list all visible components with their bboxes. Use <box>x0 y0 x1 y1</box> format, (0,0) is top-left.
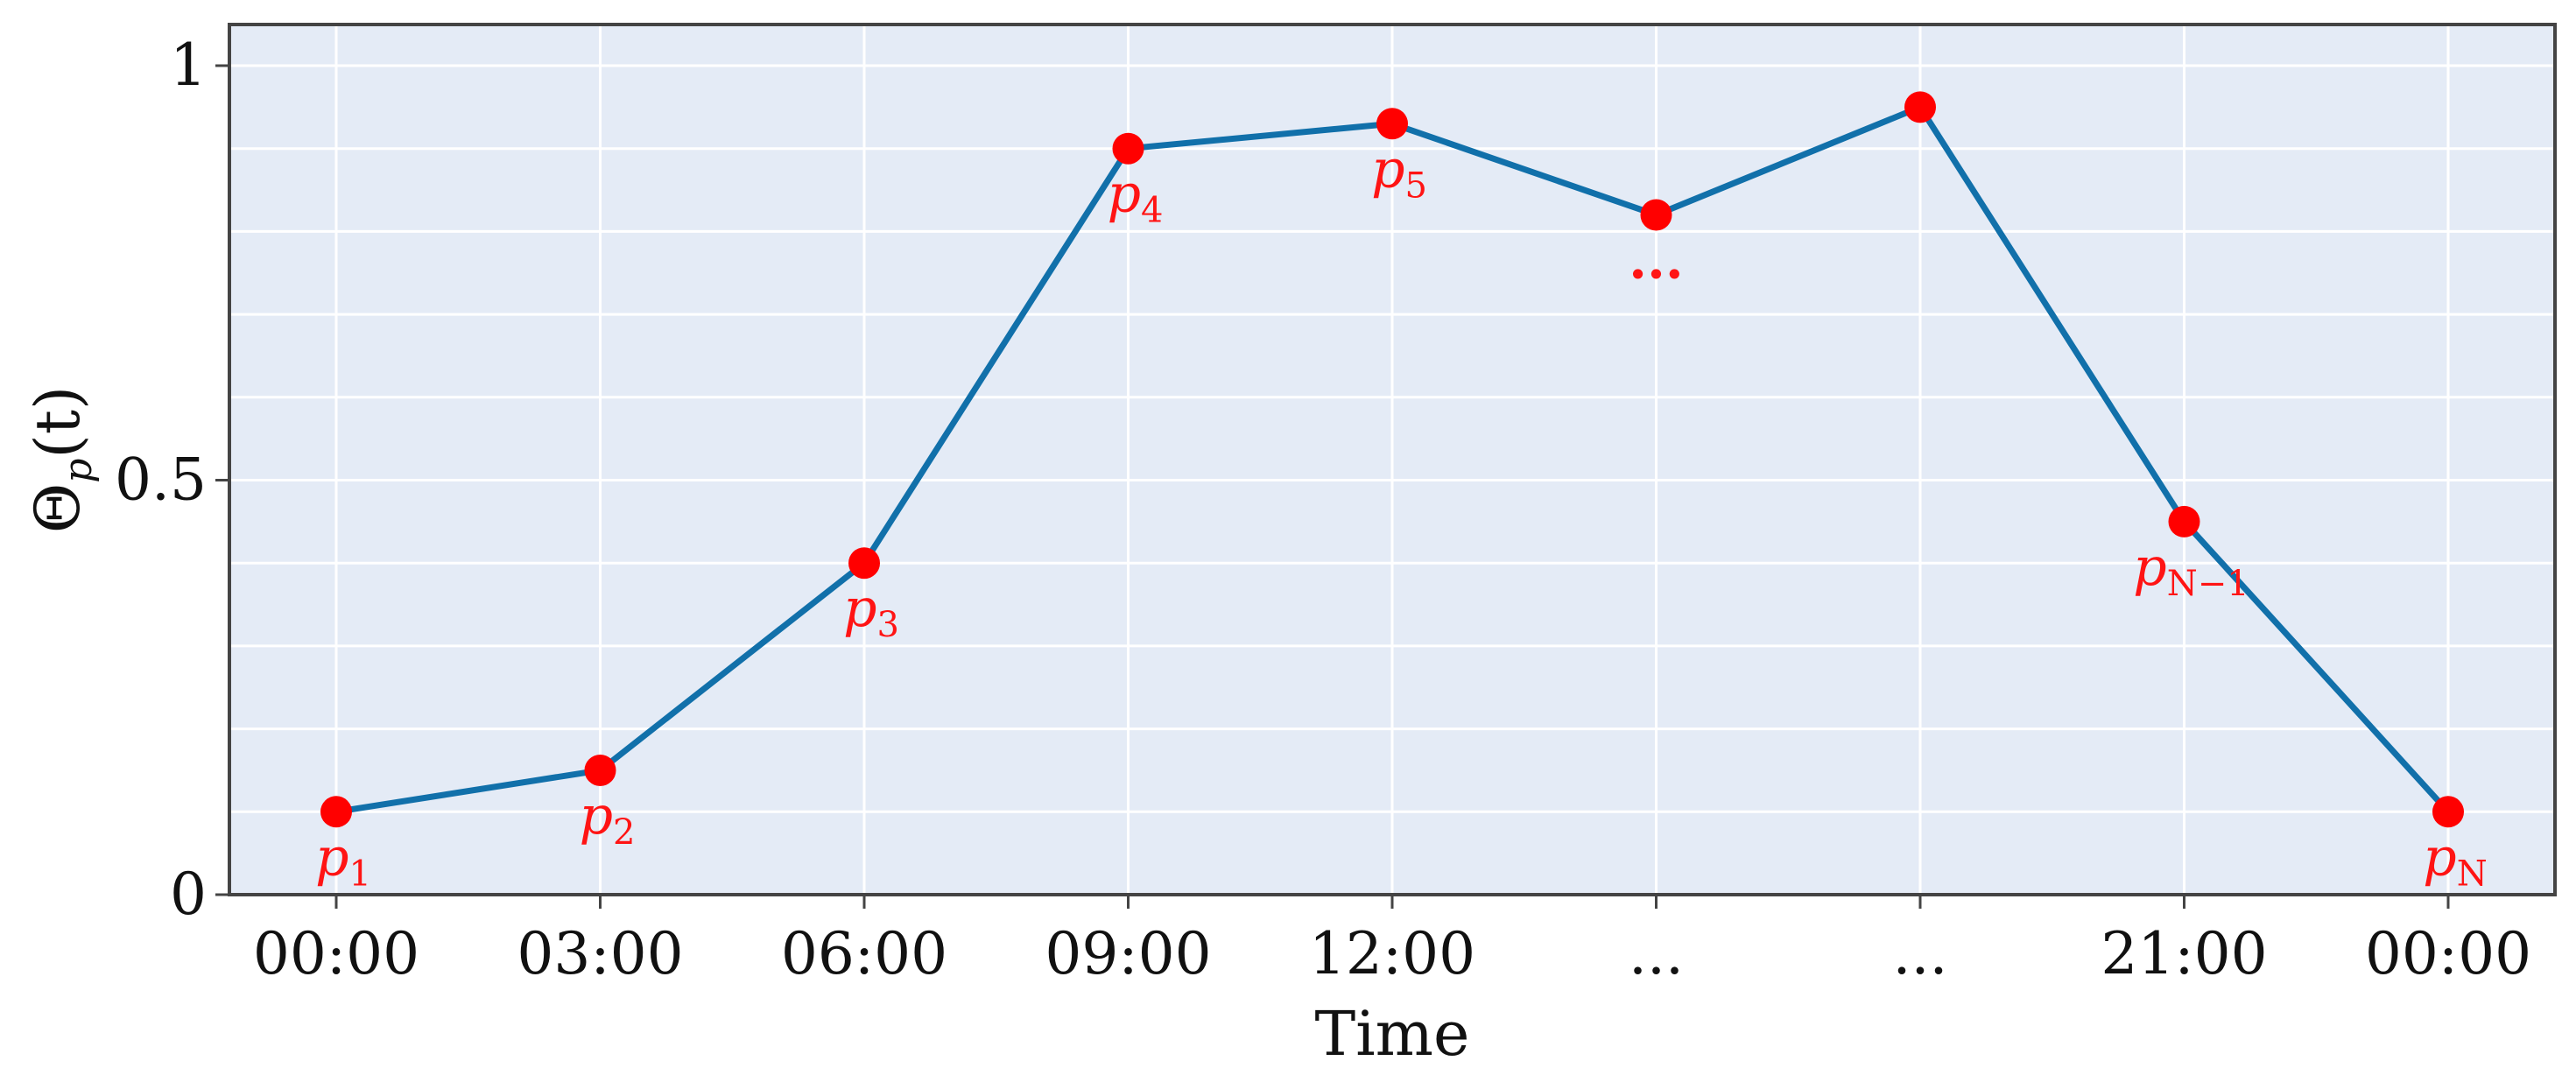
x-axis-title: Time <box>1315 998 1470 1070</box>
point-label: pN <box>2423 826 2487 894</box>
grid <box>229 25 2555 896</box>
y-axis-title: Θp(t) <box>22 386 101 533</box>
y-tick-label: 0.5 <box>115 446 207 514</box>
y-tick-label: 1 <box>170 32 207 99</box>
point-label: p1 <box>315 826 371 894</box>
data-point <box>584 754 616 786</box>
point-label: pN−1 <box>2133 537 2249 604</box>
point-label: p4 <box>1108 164 1164 231</box>
data-point <box>1112 132 1144 165</box>
x-tick-label: ... <box>1893 920 1948 987</box>
y-axis-title-sub: p <box>56 459 101 483</box>
data-point <box>2432 796 2464 828</box>
x-tick-label: 00:00 <box>2365 920 2531 987</box>
point-label: p3 <box>843 578 899 645</box>
data-point <box>1376 108 1408 140</box>
series <box>320 91 2464 828</box>
axes: 00:00 03:00 06:00 09:00 12:00...... 21:00 00:0… <box>115 23 2557 987</box>
x-tick-label: 21:00 <box>2101 920 2267 987</box>
data-point <box>2168 505 2200 537</box>
point-label: ... <box>1629 229 1684 291</box>
y-tick-label: 0 <box>170 861 207 928</box>
y-axis-title-tail: (t) <box>22 386 94 459</box>
x-tick-label: 09:00 <box>1045 920 1211 987</box>
x-tick-label: 03:00 <box>517 920 683 987</box>
data-point <box>848 547 880 580</box>
point-label: p5 <box>1371 138 1427 206</box>
x-tick-label: ... <box>1629 920 1684 987</box>
data-point <box>1640 199 1672 231</box>
point-label: p2 <box>580 785 636 853</box>
y-axis-title-main: Θ <box>22 483 94 533</box>
data-point <box>320 796 352 828</box>
data-point <box>1904 91 1936 123</box>
point-labels: p1 p2 p3 p4 p5... pN−1 pN <box>315 138 2488 894</box>
x-tick-label: 00:00 <box>253 920 419 987</box>
x-tick-label: 06:00 <box>781 920 947 987</box>
x-tick-label: 12:00 <box>1309 920 1475 987</box>
